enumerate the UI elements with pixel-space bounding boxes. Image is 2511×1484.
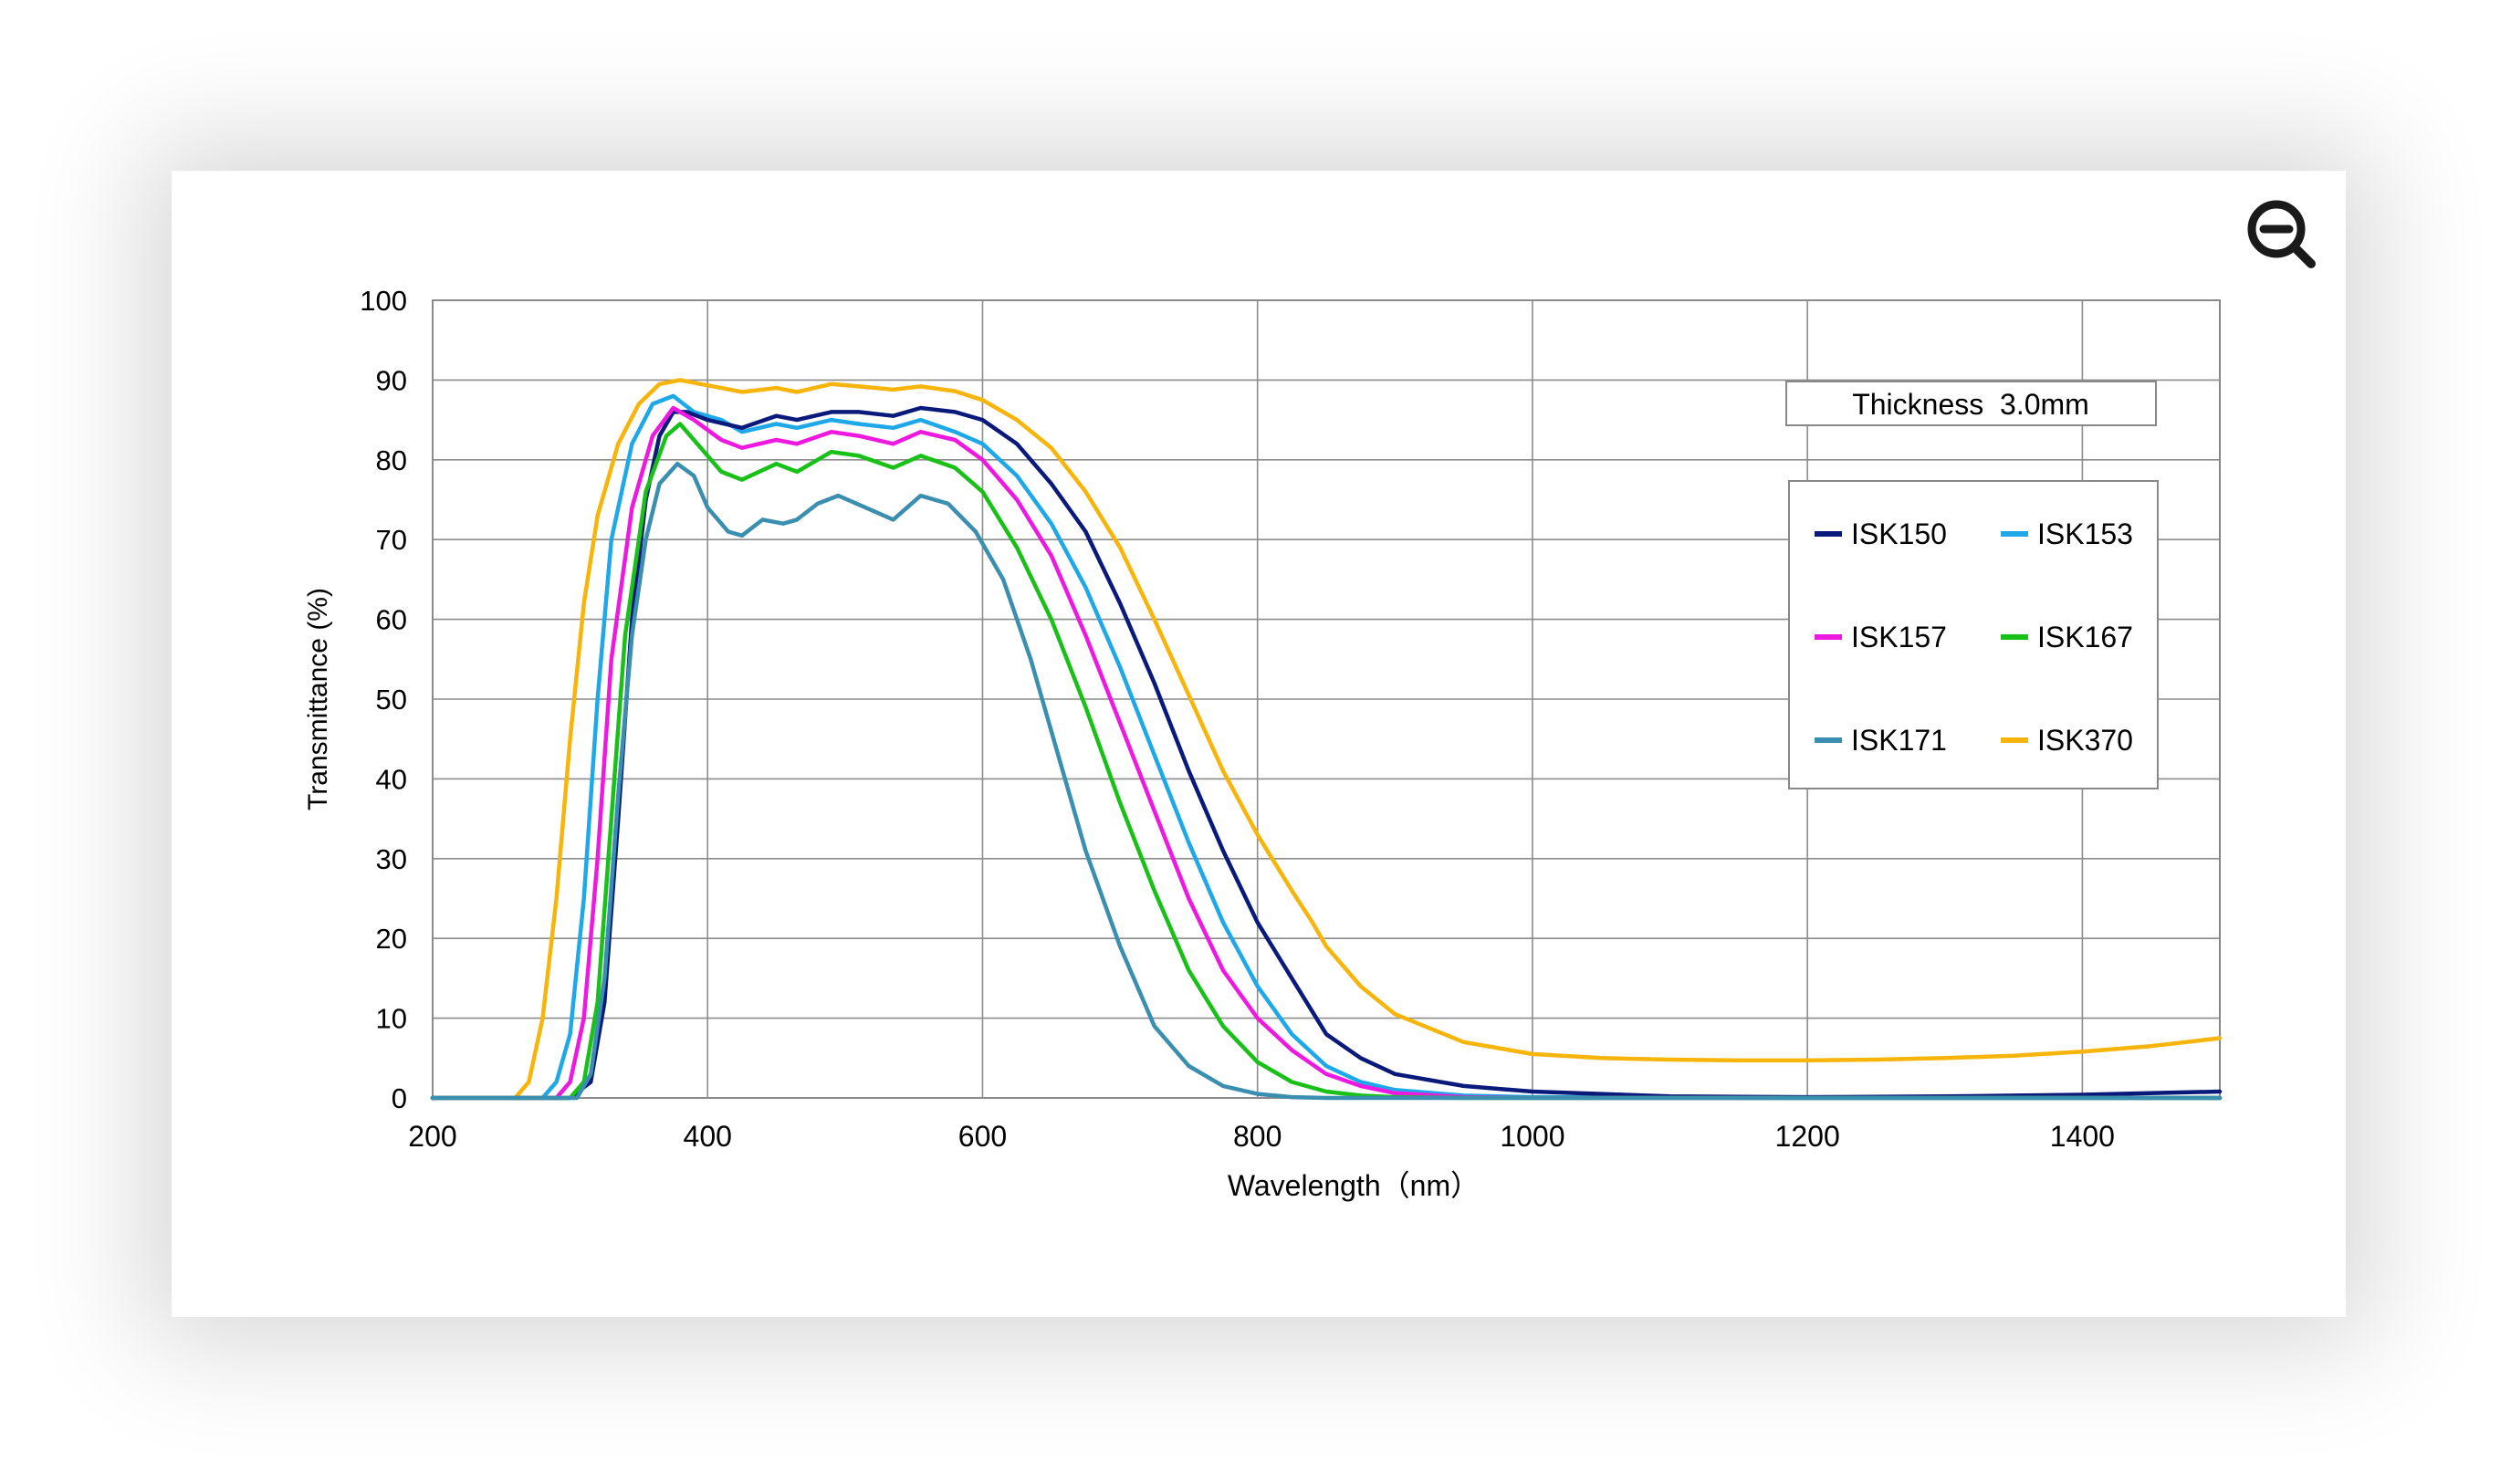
grid-lines — [432, 299, 2220, 1099]
y-tick-label: 80 — [376, 444, 407, 476]
x-tick-label: 1200 — [1775, 1120, 1840, 1153]
legend-label-isk157: ISK157 — [1851, 621, 1947, 653]
legend-label-isk150: ISK150 — [1851, 517, 1947, 550]
legend-label-isk171: ISK171 — [1851, 724, 1947, 757]
y-tick-label: 50 — [376, 684, 407, 716]
y-tick-labels: 0 10 20 30 40 50 60 70 80 90 100 — [360, 285, 407, 1114]
legend: ISK150 ISK153 ISK157 ISK167 ISK171 ISK370 — [1788, 480, 2159, 789]
y-tick-label: 10 — [376, 1003, 407, 1035]
x-axis-label: Wavelength（nm） — [1228, 1169, 1480, 1202]
series-line-isk167 — [430, 422, 2223, 1101]
y-tick-label: 100 — [360, 285, 407, 317]
y-tick-label: 70 — [376, 524, 407, 556]
zoom-out-icon — [2247, 200, 2316, 268]
x-tick-label: 200 — [408, 1120, 456, 1153]
series-line-isk157 — [430, 405, 2223, 1101]
y-tick-label: 90 — [376, 364, 407, 396]
y-tick-label: 0 — [392, 1082, 407, 1114]
x-tick-label: 400 — [684, 1120, 732, 1153]
x-tick-label: 800 — [1233, 1120, 1282, 1153]
series-lines — [430, 378, 2223, 1101]
legend-label-isk153: ISK153 — [2037, 517, 2133, 550]
x-tick-label: 600 — [958, 1120, 1007, 1153]
legend-label-isk167: ISK167 — [2037, 621, 2133, 653]
series-line-isk153 — [430, 393, 2223, 1101]
thickness-label: Thickness 3.0mm — [1852, 388, 2089, 421]
legend-label-isk370: ISK370 — [2037, 724, 2133, 757]
thickness-annotation: Thickness 3.0mm — [1785, 381, 2157, 426]
series-line-isk370 — [430, 378, 2223, 1101]
y-tick-label: 60 — [376, 604, 407, 636]
y-tick-label: 40 — [376, 763, 407, 795]
x-tick-labels: 200 400 600 800 1000 1200 1400 — [408, 1120, 2115, 1153]
zoom-out-button[interactable] — [2244, 196, 2320, 273]
y-tick-label: 20 — [376, 923, 407, 955]
y-axis-label: Transmittance (%) — [303, 588, 333, 810]
x-tick-label: 1400 — [2050, 1120, 2115, 1153]
x-tick-label: 1000 — [1500, 1120, 1564, 1153]
y-tick-label: 30 — [376, 843, 407, 875]
series-line-isk171 — [430, 461, 2223, 1101]
